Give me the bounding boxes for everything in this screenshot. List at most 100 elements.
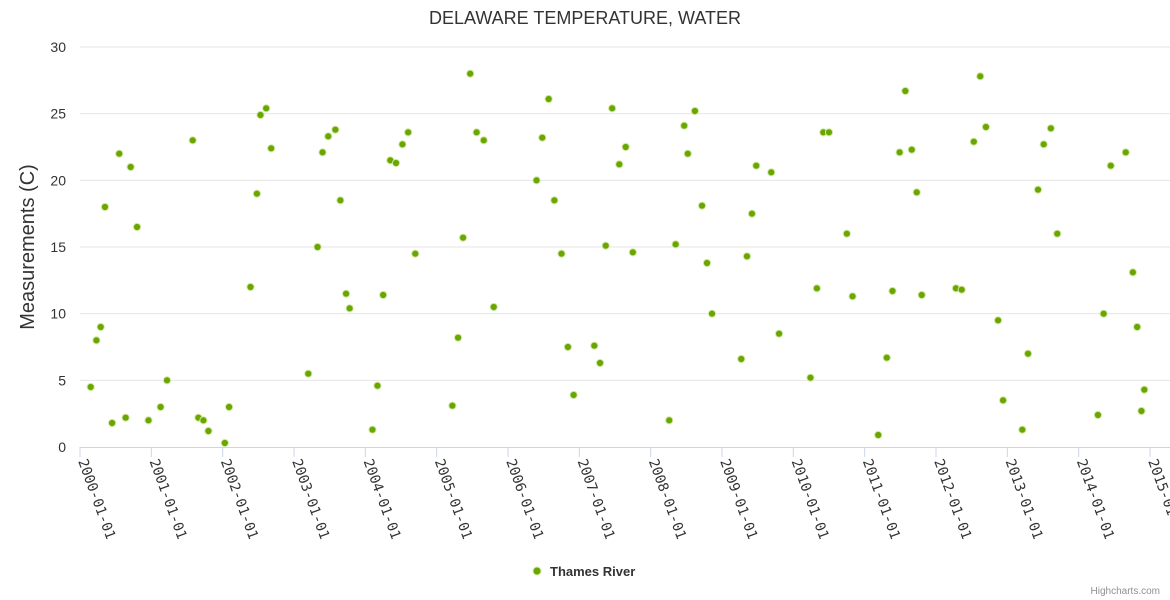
data-point[interactable]: [224, 402, 234, 412]
data-point[interactable]: [256, 110, 265, 120]
data-point[interactable]: [806, 373, 815, 382]
data-point[interactable]: [969, 137, 978, 146]
data-point[interactable]: [304, 369, 313, 378]
data-point[interactable]: [313, 242, 322, 252]
data-point[interactable]: [998, 396, 1008, 405]
data-point[interactable]: [683, 149, 692, 158]
data-point[interactable]: [737, 354, 746, 364]
data-point[interactable]: [1033, 185, 1043, 194]
data-point[interactable]: [458, 233, 468, 242]
data-point[interactable]: [220, 438, 229, 448]
data-point[interactable]: [331, 125, 340, 134]
data-point[interactable]: [550, 196, 559, 205]
data-point[interactable]: [1121, 148, 1130, 157]
data-point[interactable]: [707, 309, 717, 318]
data-point[interactable]: [882, 353, 891, 362]
data-point[interactable]: [767, 168, 776, 177]
data-point[interactable]: [976, 72, 985, 81]
data-point[interactable]: [1133, 322, 1142, 332]
data-point[interactable]: [1093, 410, 1103, 420]
data-point[interactable]: [1018, 425, 1027, 434]
data-point[interactable]: [912, 188, 921, 197]
data-point[interactable]: [1039, 140, 1048, 149]
data-point[interactable]: [324, 132, 333, 141]
data-point[interactable]: [100, 202, 110, 212]
data-point[interactable]: [697, 201, 707, 210]
data-point[interactable]: [907, 145, 916, 154]
data-point[interactable]: [411, 249, 420, 258]
data-point[interactable]: [563, 342, 573, 352]
data-point[interactable]: [373, 381, 382, 390]
data-point[interactable]: [341, 289, 351, 298]
data-point[interactable]: [665, 416, 674, 425]
data-point[interactable]: [702, 258, 712, 268]
data-point[interactable]: [1140, 385, 1149, 394]
data-point[interactable]: [144, 416, 153, 425]
data-point[interactable]: [199, 416, 208, 425]
data-point[interactable]: [601, 241, 610, 250]
data-point[interactable]: [479, 136, 488, 145]
data-point[interactable]: [569, 390, 578, 400]
data-point[interactable]: [981, 122, 991, 132]
data-point[interactable]: [544, 94, 553, 104]
data-point[interactable]: [472, 128, 481, 137]
credits-link[interactable]: Highcharts.com: [1091, 586, 1160, 597]
data-point[interactable]: [752, 161, 761, 170]
data-point[interactable]: [96, 322, 105, 332]
data-point[interactable]: [557, 249, 566, 258]
data-point[interactable]: [1128, 268, 1137, 277]
data-point[interactable]: [615, 160, 624, 169]
data-point[interactable]: [608, 104, 617, 113]
data-point[interactable]: [824, 128, 834, 137]
data-point[interactable]: [1137, 406, 1146, 416]
data-point[interactable]: [391, 158, 401, 168]
data-point[interactable]: [466, 69, 475, 78]
data-point[interactable]: [448, 401, 457, 410]
data-point[interactable]: [774, 329, 784, 338]
data-point[interactable]: [1053, 229, 1062, 238]
data-point[interactable]: [671, 240, 680, 249]
data-point[interactable]: [874, 430, 883, 440]
data-point[interactable]: [204, 426, 213, 436]
data-point[interactable]: [812, 284, 821, 293]
data-point[interactable]: [121, 413, 130, 422]
data-point[interactable]: [538, 133, 547, 142]
data-point[interactable]: [404, 128, 413, 137]
data-point[interactable]: [398, 140, 407, 149]
data-point[interactable]: [888, 286, 897, 296]
data-point[interactable]: [680, 121, 689, 130]
data-point[interactable]: [957, 285, 966, 294]
data-point[interactable]: [1023, 349, 1033, 358]
data-point[interactable]: [532, 176, 541, 185]
data-point[interactable]: [742, 252, 752, 261]
data-point[interactable]: [842, 229, 851, 238]
data-point[interactable]: [901, 86, 910, 96]
data-point[interactable]: [132, 222, 142, 232]
data-point[interactable]: [1046, 124, 1055, 133]
data-point[interactable]: [379, 290, 388, 300]
data-point[interactable]: [336, 196, 345, 205]
data-point[interactable]: [628, 248, 637, 257]
data-point[interactable]: [453, 333, 463, 342]
data-point[interactable]: [590, 341, 599, 350]
data-point[interactable]: [318, 148, 327, 157]
data-point[interactable]: [917, 290, 926, 300]
data-point[interactable]: [92, 336, 101, 345]
data-point[interactable]: [1106, 161, 1115, 170]
legend-item-thames-river[interactable]: Thames River: [532, 564, 635, 579]
data-point[interactable]: [252, 189, 262, 198]
data-point[interactable]: [188, 136, 197, 145]
data-point[interactable]: [993, 316, 1003, 325]
data-point[interactable]: [115, 149, 124, 158]
data-point[interactable]: [86, 382, 95, 392]
data-point[interactable]: [162, 376, 172, 385]
data-point[interactable]: [1099, 309, 1108, 318]
data-point[interactable]: [156, 402, 165, 412]
data-point[interactable]: [595, 358, 605, 368]
data-point[interactable]: [690, 106, 699, 116]
data-point[interactable]: [262, 104, 271, 113]
data-point[interactable]: [489, 302, 498, 312]
data-point[interactable]: [895, 148, 904, 157]
data-point[interactable]: [848, 292, 857, 301]
data-point[interactable]: [368, 425, 377, 434]
